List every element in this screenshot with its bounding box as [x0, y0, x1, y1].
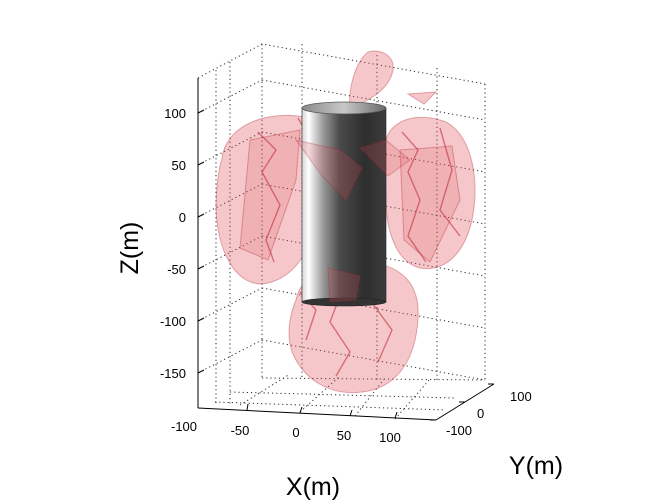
x-tick-labels: -100 -50 0 50 100: [171, 419, 401, 445]
y-tick-label: 0: [477, 406, 484, 421]
z-axis-label: Z(m): [116, 222, 144, 275]
lobe-top: [349, 50, 394, 109]
z-tick-label: -100: [160, 314, 186, 329]
x-tick-label: 100: [379, 430, 401, 445]
lobe-inner-left: [239, 129, 301, 261]
x-tick-label: -50: [231, 423, 250, 438]
x-tick-label: 50: [337, 428, 351, 443]
z-tick-label: -50: [167, 262, 186, 277]
x-axis-label: X(m): [286, 473, 340, 501]
z-tick-label: -150: [160, 366, 186, 381]
cylinder-top-cap: [301, 101, 387, 115]
y-tick-labels: -100 0 100: [446, 389, 532, 438]
x-tick-label: -100: [171, 419, 197, 434]
cylinder-body: [301, 107, 387, 303]
z-tick-labels: 100 50 0 -50 -100 -150: [160, 106, 186, 381]
x-tick-label: 0: [292, 425, 299, 440]
cylinder-bottom: [301, 297, 387, 307]
lobe-inner-right: [399, 145, 461, 263]
y-axis-label: Y(m): [509, 452, 563, 480]
cylinder: [301, 101, 387, 307]
y-tick-label: 100: [510, 389, 532, 404]
z-tick-label: 50: [172, 158, 186, 173]
y-tick-label: -100: [446, 423, 472, 438]
axes: [197, 78, 495, 421]
lobe-front-fragments: [294, 139, 411, 303]
x-axis-line: [197, 407, 437, 421]
z-tick-label: 0: [179, 210, 186, 225]
z-tick-label: 100: [164, 106, 186, 121]
lobe-top-small: [406, 91, 438, 105]
